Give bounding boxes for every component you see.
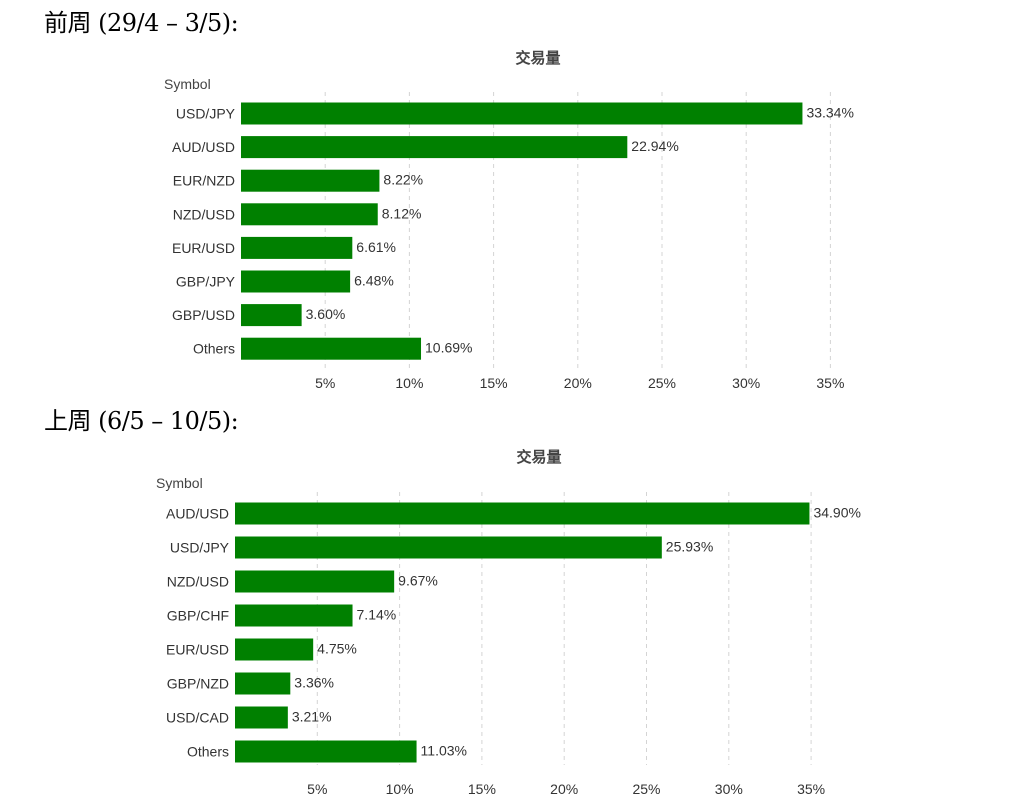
x-tick-label: 5% [315, 375, 335, 391]
data-label: 22.94% [631, 138, 678, 154]
bar-nzd-usd [235, 570, 395, 593]
category-label: EUR/USD [166, 642, 229, 658]
x-tick-label: 15% [480, 375, 508, 391]
data-label: 3.60% [306, 306, 346, 322]
bar-eur-usd [235, 638, 314, 661]
bar-usd-jpy [241, 102, 803, 125]
data-label: 34.90% [813, 505, 860, 521]
category-label: USD/JPY [176, 106, 236, 122]
data-label: 11.03% [421, 743, 467, 759]
week-heading-last: 上周 (6/5 – 10/5): [44, 407, 239, 435]
x-tick-label: 35% [797, 781, 825, 797]
data-label: 10.69% [425, 340, 472, 356]
bar-others [235, 740, 417, 763]
data-label: 25.93% [666, 539, 713, 555]
x-tick-label: 25% [632, 781, 660, 797]
data-label: 9.67% [398, 573, 438, 589]
bar-eur-nzd [241, 169, 380, 192]
category-label: GBP/USD [172, 307, 235, 323]
category-label: USD/CAD [166, 710, 229, 726]
category-label: USD/JPY [170, 540, 230, 556]
data-label: 4.75% [317, 641, 357, 657]
data-label: 3.36% [294, 675, 334, 691]
data-label: 33.34% [806, 105, 853, 121]
volume-chart-previous-week: 交易量 Symbol USD/JPY 33.34% AUD/USD 22.94% EUR/N… [164, 49, 854, 391]
x-tick-label: 15% [468, 781, 496, 797]
category-label: AUD/USD [166, 506, 229, 522]
category-label: NZD/USD [167, 574, 229, 590]
x-tick-label: 20% [550, 781, 578, 797]
data-label: 3.21% [292, 709, 332, 725]
bar-aud-usd [241, 136, 628, 159]
chart-title: 交易量 [515, 49, 560, 67]
x-tick-label: 10% [395, 375, 423, 391]
category-label: EUR/NZD [173, 173, 235, 189]
bar-gbp-nzd [235, 672, 291, 695]
data-label: 6.48% [354, 273, 394, 289]
bar-nzd-usd [241, 203, 378, 226]
x-tick-label: 35% [816, 375, 844, 391]
category-label: Others [187, 744, 229, 760]
week-heading-previous: 前周 (29/4 – 3/5): [44, 9, 239, 37]
category-label: AUD/USD [172, 139, 235, 155]
category-label: EUR/USD [172, 240, 235, 256]
category-label: GBP/JPY [176, 274, 236, 290]
category-label: NZD/USD [173, 206, 235, 222]
data-label: 8.12% [382, 205, 422, 221]
bar-gbp-chf [235, 604, 353, 627]
x-tick-label: 25% [648, 375, 676, 391]
x-tick-label: 10% [386, 781, 414, 797]
bar-others [241, 337, 422, 360]
bar-usd-jpy [235, 536, 662, 559]
bar-usd-cad [235, 706, 288, 729]
x-tick-label: 30% [715, 781, 743, 797]
bar-gbp-jpy [241, 270, 351, 293]
x-tick-label: 30% [732, 375, 760, 391]
category-label: Others [193, 341, 235, 357]
y-axis-title: Symbol [164, 76, 211, 92]
x-tick-label: 5% [307, 781, 327, 797]
data-label: 7.14% [357, 607, 397, 623]
bar-gbp-usd [241, 304, 302, 327]
y-axis-title: Symbol [156, 475, 203, 491]
bar-eur-usd [241, 236, 353, 259]
data-label: 8.22% [383, 172, 423, 188]
data-label: 6.61% [356, 239, 396, 255]
bar-aud-usd [235, 502, 810, 525]
x-tick-label: 20% [564, 375, 592, 391]
category-label: GBP/CHF [167, 608, 229, 624]
category-label: GBP/NZD [167, 676, 229, 692]
chart-title: 交易量 [516, 448, 561, 466]
